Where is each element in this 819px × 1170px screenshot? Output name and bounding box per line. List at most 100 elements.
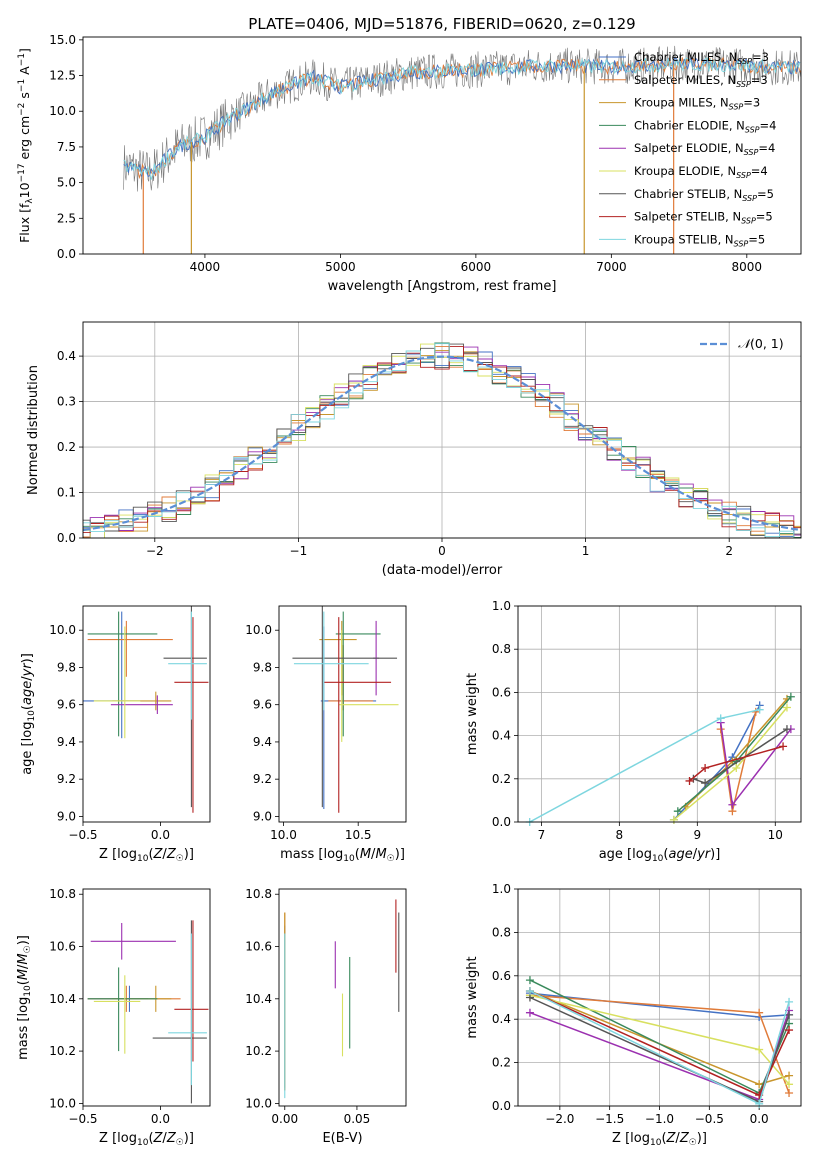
x-tick-label: 0.0 — [750, 1112, 769, 1126]
x-tick-label: 2 — [725, 544, 733, 558]
legend-entry: Salpeter STELIB, NSSP=5 — [634, 210, 773, 226]
x-axis-label: E(B-V) — [322, 1131, 362, 1146]
x-tick-label: 4000 — [190, 260, 221, 274]
x-tick-label: 8000 — [732, 260, 763, 274]
y-tick-label: 9.2 — [57, 772, 76, 786]
x-tick-label: −0.5 — [68, 1112, 97, 1126]
data-point-marker — [701, 779, 710, 788]
y-axis-label: mass weight — [465, 956, 480, 1038]
panel-age-vs-Z: −0.5 0.0 9.0 9.2 9.4 9.6 9.8 10.0 Z [log10(Z/Z☉)… — [20, 605, 211, 864]
y-tick-label: 9.6 — [253, 698, 272, 712]
y-tick-label: 2.5 — [57, 211, 76, 225]
x-tick-label: 10.0 — [270, 828, 297, 842]
legend-entry: Chabrier MILES, NSSP=3 — [634, 50, 769, 66]
axes-frame — [82, 888, 211, 1107]
axes-frame — [278, 888, 407, 1107]
x-tick-label: 0.05 — [344, 1112, 371, 1126]
data-point-marker — [701, 764, 710, 772]
legend-entry: Kroupa STELIB, NSSP=5 — [634, 232, 765, 248]
y-tick-label: 9.6 — [57, 698, 76, 712]
x-tick-label: −1.0 — [645, 1112, 674, 1126]
histogram-step-7 — [83, 346, 801, 534]
x-axis-label: Z [log10(Z/Z☉)] — [99, 847, 194, 864]
x-axis-label: mass [log10(M/M☉)] — [280, 847, 405, 864]
data-point-marker — [755, 705, 764, 714]
y-tick-label: 1.0 — [492, 882, 511, 896]
y-tick-label: 10.6 — [49, 940, 76, 954]
legend-entry: Salpeter MILES, NSSP=3 — [634, 73, 768, 89]
legend-entry: Salpeter ELODIE, NSSP=4 — [634, 141, 775, 157]
y-tick-label: 0.0 — [57, 531, 76, 545]
data-point-marker — [785, 1026, 794, 1035]
y-tick-label: 9.8 — [57, 660, 76, 674]
y-tick-label: 0.4 — [492, 729, 511, 743]
x-tick-label: −2 — [146, 544, 164, 558]
x-tick-label: 6000 — [461, 260, 492, 274]
figure-title: PLATE=0406, MJD=51876, FIBERID=0620, z=0… — [248, 15, 635, 33]
y-tick-label: 9.4 — [57, 735, 76, 749]
data-point-marker — [785, 1088, 794, 1097]
data-point-marker — [685, 776, 694, 785]
data-point-marker — [782, 703, 791, 712]
y-tick-label: 10.0 — [245, 1096, 272, 1110]
x-axis-label: Z [log10(Z/Z☉)] — [612, 1131, 707, 1148]
y-tick-label: 0.2 — [492, 1056, 511, 1070]
data-point-marker — [785, 1080, 794, 1089]
histogram-step-8 — [83, 343, 795, 538]
legend-entry: Chabrier ELODIE, NSSP=4 — [634, 118, 776, 134]
y-tick-label: 0.8 — [492, 925, 511, 939]
x-tick-label: 9 — [693, 828, 701, 842]
x-tick-label: 0 — [438, 544, 446, 558]
x-tick-label: 8 — [616, 828, 624, 842]
x-axis-label: Z [log10(Z/Z☉)] — [99, 1131, 194, 1148]
y-tick-label: 0.0 — [492, 1099, 511, 1113]
x-tick-label: 10 — [768, 828, 783, 842]
y-axis-label: Flux [fλ10−17 erg cm−2 s−1 A−1] — [17, 48, 35, 243]
x-axis-label: (data-model)/error — [382, 563, 503, 578]
x-axis-label: age [log10(age/yr)] — [599, 847, 721, 864]
data-point-marker — [525, 986, 534, 995]
data-point-marker — [669, 815, 678, 824]
y-tick-label: 0.3 — [57, 395, 76, 409]
y-tick-label: 0.4 — [492, 1012, 511, 1026]
y-tick-label: 10.8 — [49, 887, 76, 901]
legend-entry: Kroupa MILES, NSSP=3 — [634, 96, 760, 112]
axes-frame — [278, 605, 407, 823]
x-tick-label: 0.0 — [151, 828, 170, 842]
axes-frame — [82, 36, 802, 255]
data-point-marker — [732, 764, 741, 772]
y-tick-label: 0.0 — [57, 247, 76, 261]
panel-mass-vs-EBV: 0.00 0.05 10.0 10.2 10.4 10.6 10.8 E(B-V) — [245, 887, 407, 1146]
data-point-marker — [782, 725, 791, 734]
y-tick-label: 9.0 — [57, 809, 76, 823]
x-tick-label: 0.0 — [151, 1112, 170, 1126]
x-tick-label: −1.5 — [595, 1112, 624, 1126]
panel-mass-vs-Z: −0.5 0.0 10.0 10.2 10.4 10.6 10.8 Z [log10(Z/Z☉… — [16, 887, 211, 1148]
y-tick-label: 9.8 — [253, 660, 272, 674]
x-tick-label: 7000 — [596, 260, 627, 274]
y-tick-label: 0.0 — [492, 815, 511, 829]
data-point-marker — [716, 714, 725, 723]
data-point-marker — [755, 1008, 764, 1017]
y-tick-label: 10.4 — [49, 992, 76, 1006]
y-tick-label: 10.6 — [245, 940, 272, 954]
normal-curve — [82, 355, 802, 532]
y-tick-label: 0.2 — [492, 772, 511, 786]
panel-age-vs-mass: 10.0 10.5 9.0 9.2 9.4 9.6 9.8 10.0 mass [log10(M… — [245, 605, 407, 864]
axes-frame — [82, 605, 211, 823]
data-point-marker — [525, 976, 534, 985]
y-tick-label: 15.0 — [49, 33, 76, 47]
y-tick-label: 0.8 — [492, 642, 511, 656]
data-point-marker — [779, 742, 788, 751]
panel-mass-weight-vs-Z: −2.0 −1.5 −1.0 −0.5 0.0 0.0 0.2 0.4 0.6 0.8 1.0 Z [… — [465, 882, 802, 1148]
y-tick-label: 1.0 — [492, 599, 511, 613]
spectrum-data-line — [123, 45, 801, 192]
y-axis-label: mass [log10(M/M☉)] — [16, 935, 33, 1060]
data-point-marker — [785, 1010, 794, 1019]
data-point-marker — [755, 1045, 764, 1054]
data-point-marker — [525, 1008, 534, 1017]
y-axis-label: mass weight — [465, 673, 480, 755]
axes-frame — [517, 605, 802, 823]
data-point-marker — [785, 997, 794, 1006]
